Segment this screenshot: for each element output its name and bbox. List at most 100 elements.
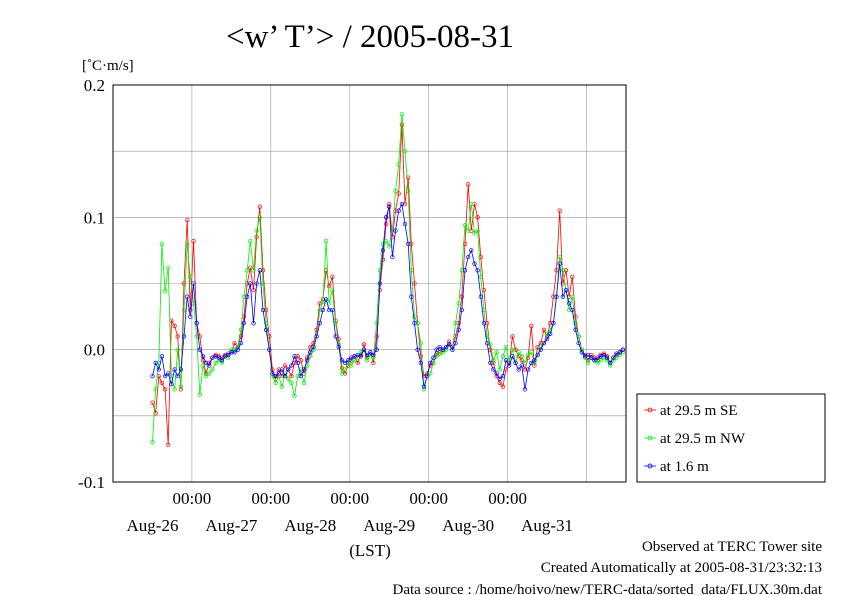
x-axis-label: (LST) bbox=[349, 541, 391, 560]
data-point bbox=[450, 347, 455, 352]
data-point bbox=[443, 347, 449, 352]
data-point bbox=[503, 358, 509, 363]
data-point bbox=[270, 373, 275, 379]
data-point bbox=[257, 215, 262, 220]
data-point bbox=[162, 387, 168, 392]
data-point bbox=[402, 221, 408, 227]
y-tick-labels: 0.2 0.1 0.0 -0.1 bbox=[78, 76, 105, 492]
data-point bbox=[308, 344, 313, 350]
data-point bbox=[472, 261, 477, 266]
data-point bbox=[276, 373, 281, 379]
data-point bbox=[573, 321, 578, 326]
data-point bbox=[548, 331, 553, 336]
data-point bbox=[153, 387, 158, 392]
data-point bbox=[263, 321, 269, 326]
data-point bbox=[150, 440, 155, 445]
data-point bbox=[507, 363, 512, 368]
data-point bbox=[339, 358, 345, 363]
data-point bbox=[339, 371, 345, 376]
data-point bbox=[478, 294, 483, 299]
data-point bbox=[330, 307, 335, 313]
data-point bbox=[374, 334, 379, 339]
data-point bbox=[213, 360, 218, 366]
data-point bbox=[611, 355, 616, 360]
data-point bbox=[541, 327, 547, 332]
data-point bbox=[191, 239, 196, 244]
data-point bbox=[295, 373, 300, 379]
data-point bbox=[608, 363, 613, 368]
data-point bbox=[472, 231, 477, 236]
data-point bbox=[289, 363, 294, 368]
data-point bbox=[415, 321, 420, 326]
data-point bbox=[497, 376, 502, 381]
data-point bbox=[175, 373, 180, 379]
data-point bbox=[292, 354, 297, 359]
data-point bbox=[383, 221, 389, 227]
data-point bbox=[235, 347, 240, 352]
data-point bbox=[415, 347, 420, 352]
data-point bbox=[159, 241, 165, 246]
data-point bbox=[327, 283, 332, 289]
data-point bbox=[178, 387, 184, 392]
x-tick-time: 00:00 bbox=[330, 489, 369, 508]
data-point bbox=[421, 384, 427, 389]
data-point bbox=[336, 336, 341, 342]
data-point bbox=[513, 347, 518, 352]
data-point bbox=[301, 367, 307, 372]
x-tick-date: Aug-26 bbox=[127, 516, 179, 535]
data-point bbox=[327, 307, 332, 313]
data-point bbox=[592, 358, 597, 363]
data-point bbox=[289, 373, 294, 379]
data-point bbox=[292, 393, 297, 399]
data-point bbox=[185, 241, 190, 246]
data-point bbox=[279, 384, 285, 389]
data-point bbox=[548, 321, 553, 326]
y-tick-label: 0.2 bbox=[84, 76, 105, 95]
data-point bbox=[203, 373, 209, 379]
data-point bbox=[216, 355, 221, 360]
data-point bbox=[567, 301, 572, 306]
data-point bbox=[207, 363, 212, 368]
data-point bbox=[260, 307, 266, 313]
data-point bbox=[295, 354, 300, 359]
data-point bbox=[320, 299, 326, 305]
data-point bbox=[248, 281, 253, 286]
y-tick-label: 0.1 bbox=[84, 208, 105, 227]
data-point bbox=[286, 367, 291, 372]
data-point bbox=[396, 162, 401, 167]
data-point bbox=[333, 334, 338, 339]
data-point bbox=[251, 287, 256, 293]
data-point bbox=[254, 281, 259, 286]
data-point bbox=[311, 344, 316, 350]
data-point bbox=[484, 340, 490, 346]
data-point bbox=[317, 307, 322, 313]
data-point bbox=[248, 239, 253, 244]
data-point bbox=[175, 334, 180, 339]
data-point bbox=[409, 241, 414, 246]
data-point bbox=[532, 358, 537, 363]
data-point bbox=[497, 380, 502, 385]
legend-swatch-marker bbox=[647, 435, 653, 441]
data-point bbox=[383, 215, 389, 220]
data-point bbox=[305, 358, 310, 363]
data-point bbox=[500, 373, 506, 379]
data-point bbox=[216, 358, 221, 363]
data-point bbox=[428, 371, 433, 376]
data-point bbox=[563, 268, 569, 273]
data-point bbox=[346, 360, 351, 366]
data-point bbox=[491, 367, 496, 372]
data-point bbox=[560, 294, 566, 299]
x-tick-time: 00:00 bbox=[173, 489, 212, 508]
data-point bbox=[563, 287, 569, 293]
data-point bbox=[371, 360, 376, 366]
data-point bbox=[595, 360, 600, 366]
data-point bbox=[418, 340, 423, 346]
data-point bbox=[519, 354, 524, 359]
data-point bbox=[229, 347, 234, 352]
data-point bbox=[459, 268, 464, 273]
data-point bbox=[383, 239, 389, 244]
data-point bbox=[513, 360, 518, 366]
data-point bbox=[554, 294, 559, 299]
data-point bbox=[387, 204, 392, 209]
x-tick-time: 00:00 bbox=[409, 489, 448, 508]
